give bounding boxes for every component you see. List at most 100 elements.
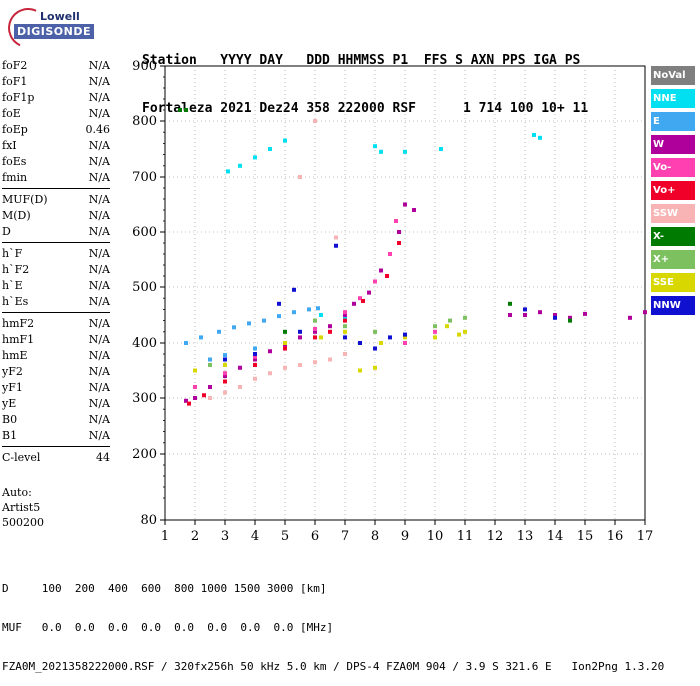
legend: NoVal NNE E W Vo- Vo+ SSW X- X+ SSE NNW bbox=[651, 66, 695, 319]
echo-point bbox=[358, 296, 362, 301]
echo-point bbox=[388, 335, 392, 340]
parameter-value: N/A bbox=[88, 155, 110, 168]
echo-point bbox=[538, 135, 542, 140]
parameter-value: N/A bbox=[88, 139, 110, 152]
parameter-row: C-level 44 bbox=[2, 450, 110, 466]
echo-point bbox=[253, 357, 257, 362]
echo-point bbox=[208, 396, 212, 400]
parameter-name: fmin bbox=[2, 171, 28, 184]
header-ddd-label: DDD bbox=[306, 53, 330, 68]
parameter-name: foF1p bbox=[2, 91, 35, 104]
echo-point bbox=[445, 324, 449, 329]
echo-point bbox=[463, 329, 467, 334]
x-tick-label: 11 bbox=[457, 529, 474, 544]
parameter-value: N/A bbox=[88, 317, 110, 330]
parameter-row: foEs N/A bbox=[2, 154, 110, 170]
echo-point bbox=[361, 299, 365, 303]
echo-point bbox=[343, 335, 347, 340]
header-ffs-label: FFS bbox=[423, 53, 448, 68]
echo-point bbox=[463, 315, 467, 320]
parameter-separator bbox=[2, 242, 110, 243]
echo-point bbox=[217, 329, 221, 334]
echo-point bbox=[439, 147, 443, 151]
header-day-value: Dez24 bbox=[259, 101, 299, 116]
echo-point bbox=[316, 306, 320, 311]
echo-point bbox=[208, 357, 212, 362]
x-tick-label: 12 bbox=[487, 529, 504, 544]
parameter-name: foEp bbox=[2, 123, 28, 136]
header-row1: Station YYYY DAY DDD HHMMSS P1 FFS S AXN… bbox=[142, 53, 588, 69]
header-pps-value: 100 bbox=[509, 101, 534, 116]
echo-point bbox=[328, 324, 332, 329]
header-row2: Fortaleza 2021 Dez24 358 222000 RSF 1 71… bbox=[142, 101, 588, 117]
echo-point bbox=[433, 324, 437, 329]
echo-point bbox=[184, 108, 188, 112]
echo-point bbox=[523, 313, 527, 317]
parameter-row: yE N/A bbox=[2, 396, 110, 412]
legend-item-e: E bbox=[651, 112, 695, 131]
parameter-value: N/A bbox=[88, 75, 110, 88]
auto-label: Auto: bbox=[2, 486, 32, 499]
echo-point bbox=[298, 175, 302, 179]
parameter-row: h`E N/A bbox=[2, 278, 110, 294]
echo-point bbox=[373, 329, 377, 334]
ionogram-chart: 1 2 3 4 5 6 7 8 9 10 11 12 13 14 15 16 17802003004005006… bbox=[132, 59, 653, 544]
y-tick-label: 400 bbox=[132, 336, 157, 351]
y-tick-label: 700 bbox=[132, 170, 157, 185]
y-tick-label: 500 bbox=[132, 280, 157, 295]
autoscaling-info: Auto: Artist5 500200 bbox=[2, 485, 44, 530]
echo-point bbox=[373, 365, 377, 370]
echo-point bbox=[388, 252, 392, 256]
header-ddd-value: 358 bbox=[306, 101, 330, 116]
parameter-value: N/A bbox=[88, 263, 110, 276]
auto-version: 500200 bbox=[2, 516, 44, 529]
echo-point bbox=[184, 398, 188, 403]
echo-point bbox=[268, 147, 272, 151]
parameter-name: C-level bbox=[2, 451, 41, 464]
parameter-value: N/A bbox=[88, 193, 110, 206]
echo-point bbox=[508, 301, 512, 306]
echo-point bbox=[379, 149, 383, 154]
echo-point bbox=[313, 329, 317, 334]
parameter-name: hmF2 bbox=[2, 317, 35, 330]
y-tick-label: 600 bbox=[132, 225, 157, 240]
parameter-value: N/A bbox=[88, 365, 110, 378]
parameter-row: MUF(D) N/A bbox=[2, 192, 110, 208]
parameter-value: N/A bbox=[88, 333, 110, 346]
header-p1-value: RSF bbox=[392, 101, 416, 116]
echo-point bbox=[433, 335, 437, 340]
legend-item-vo-: Vo+ bbox=[651, 181, 695, 200]
echo-point bbox=[193, 396, 197, 400]
echo-point bbox=[262, 318, 266, 323]
logo-line2: DIGISONDE bbox=[14, 24, 94, 39]
echo-point bbox=[385, 274, 389, 278]
echo-point bbox=[358, 341, 362, 345]
echo-point bbox=[253, 376, 257, 381]
echo-point bbox=[628, 315, 632, 320]
echo-point bbox=[379, 268, 383, 273]
echo-point bbox=[253, 155, 257, 160]
header-hhmmss-value: 222000 bbox=[337, 101, 385, 116]
parameter-value: N/A bbox=[88, 349, 110, 362]
header-s-label: S bbox=[455, 53, 463, 68]
parameter-separator bbox=[2, 188, 110, 189]
echo-point bbox=[394, 219, 398, 223]
footer-muf-row: MUF 0.0 0.0 0.0 0.0 0.0 0.0 0.0 0.0 [MHz… bbox=[2, 621, 334, 634]
y-tick-label: 300 bbox=[132, 391, 157, 406]
echo-point bbox=[343, 329, 347, 334]
echo-point bbox=[343, 352, 347, 356]
echo-point bbox=[568, 315, 572, 320]
legend-item-ssw: SSW bbox=[651, 204, 695, 223]
x-tick-label: 13 bbox=[517, 529, 534, 544]
parameter-name: yF1 bbox=[2, 381, 23, 394]
parameter-row: B1 N/A bbox=[2, 428, 110, 444]
legend-item-nne: NNE bbox=[651, 89, 695, 108]
echo-point bbox=[553, 315, 557, 320]
echo-point bbox=[403, 341, 407, 345]
parameter-value: N/A bbox=[88, 295, 110, 308]
echo-point bbox=[283, 138, 287, 143]
parameter-value: N/A bbox=[88, 225, 110, 238]
parameter-name: h`Es bbox=[2, 295, 29, 308]
header-p1-label: P1 bbox=[392, 53, 409, 68]
echo-point bbox=[268, 349, 272, 354]
